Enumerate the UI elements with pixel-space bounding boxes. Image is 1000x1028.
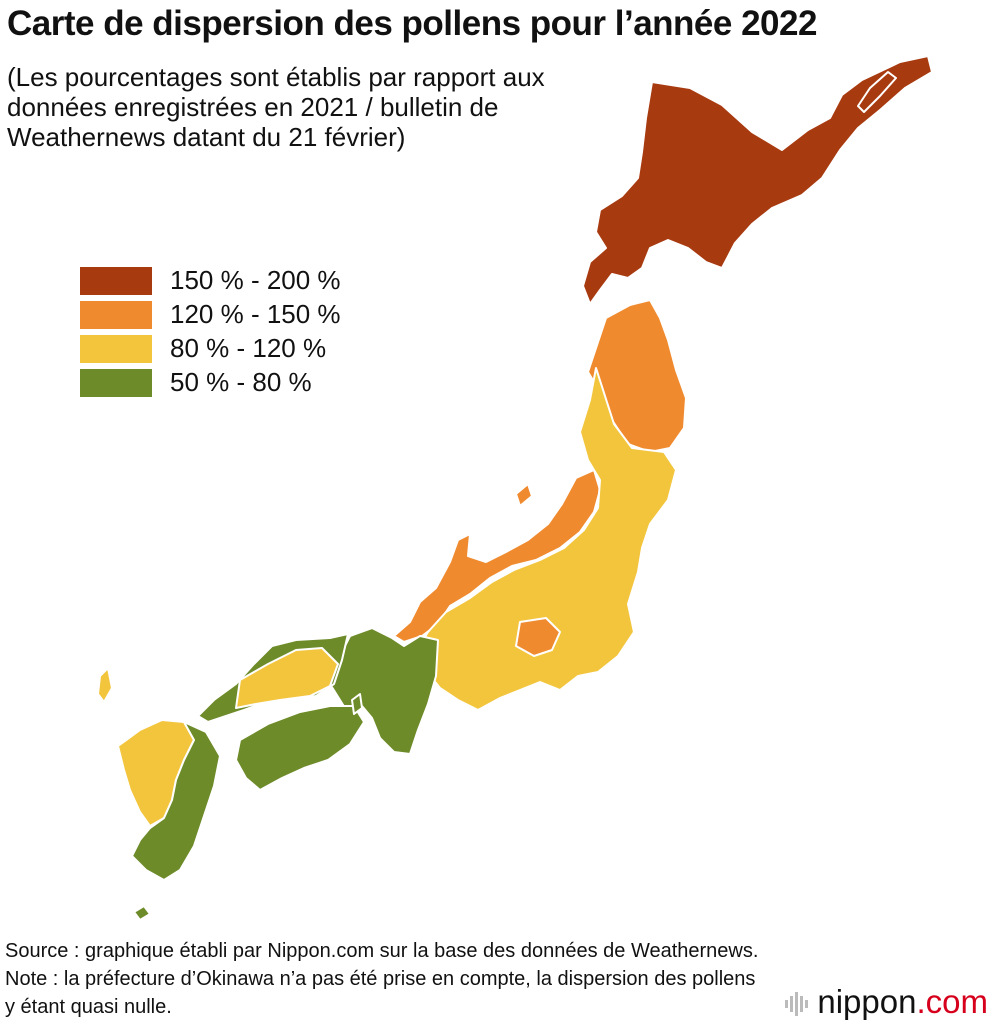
brand-suffix: .com: [916, 983, 988, 1020]
page-subtitle: (Les pourcentages sont établis par rappo…: [7, 62, 545, 152]
legend-swatch: [80, 301, 152, 329]
island-yakushima: [133, 905, 151, 921]
nippon-logo-icon: [785, 992, 809, 1017]
brand-logo: nippon.com: [785, 984, 988, 1020]
legend-label: 50 % - 80 %: [170, 367, 312, 397]
region-yamanashi: [515, 617, 561, 657]
region-sanyo: [235, 647, 339, 709]
legend-label: 150 % - 200 %: [170, 265, 341, 295]
legend-swatch: [80, 267, 152, 295]
brand-name: nippon: [817, 983, 917, 1020]
region-central-honshu: [417, 367, 677, 711]
page-title: Carte de dispersion des pollens pour l’a…: [7, 4, 817, 43]
source-note: Source : graphique établi par Nippon.com…: [5, 940, 759, 1018]
legend-swatch: [80, 369, 152, 397]
island-tsushima: [97, 667, 113, 703]
legend-swatch: [80, 335, 152, 363]
region-shikoku: [235, 705, 365, 791]
region-kyushu-south: [131, 721, 221, 881]
island-awaji: [351, 693, 363, 715]
island-kunashiri: [857, 71, 897, 113]
legend-label: 120 % - 150 %: [170, 299, 341, 329]
region-hokuriku: [393, 469, 601, 643]
region-hokkaido: [582, 55, 933, 305]
legend-label: 80 % - 120 %: [170, 333, 327, 363]
island-sado: [515, 483, 533, 507]
